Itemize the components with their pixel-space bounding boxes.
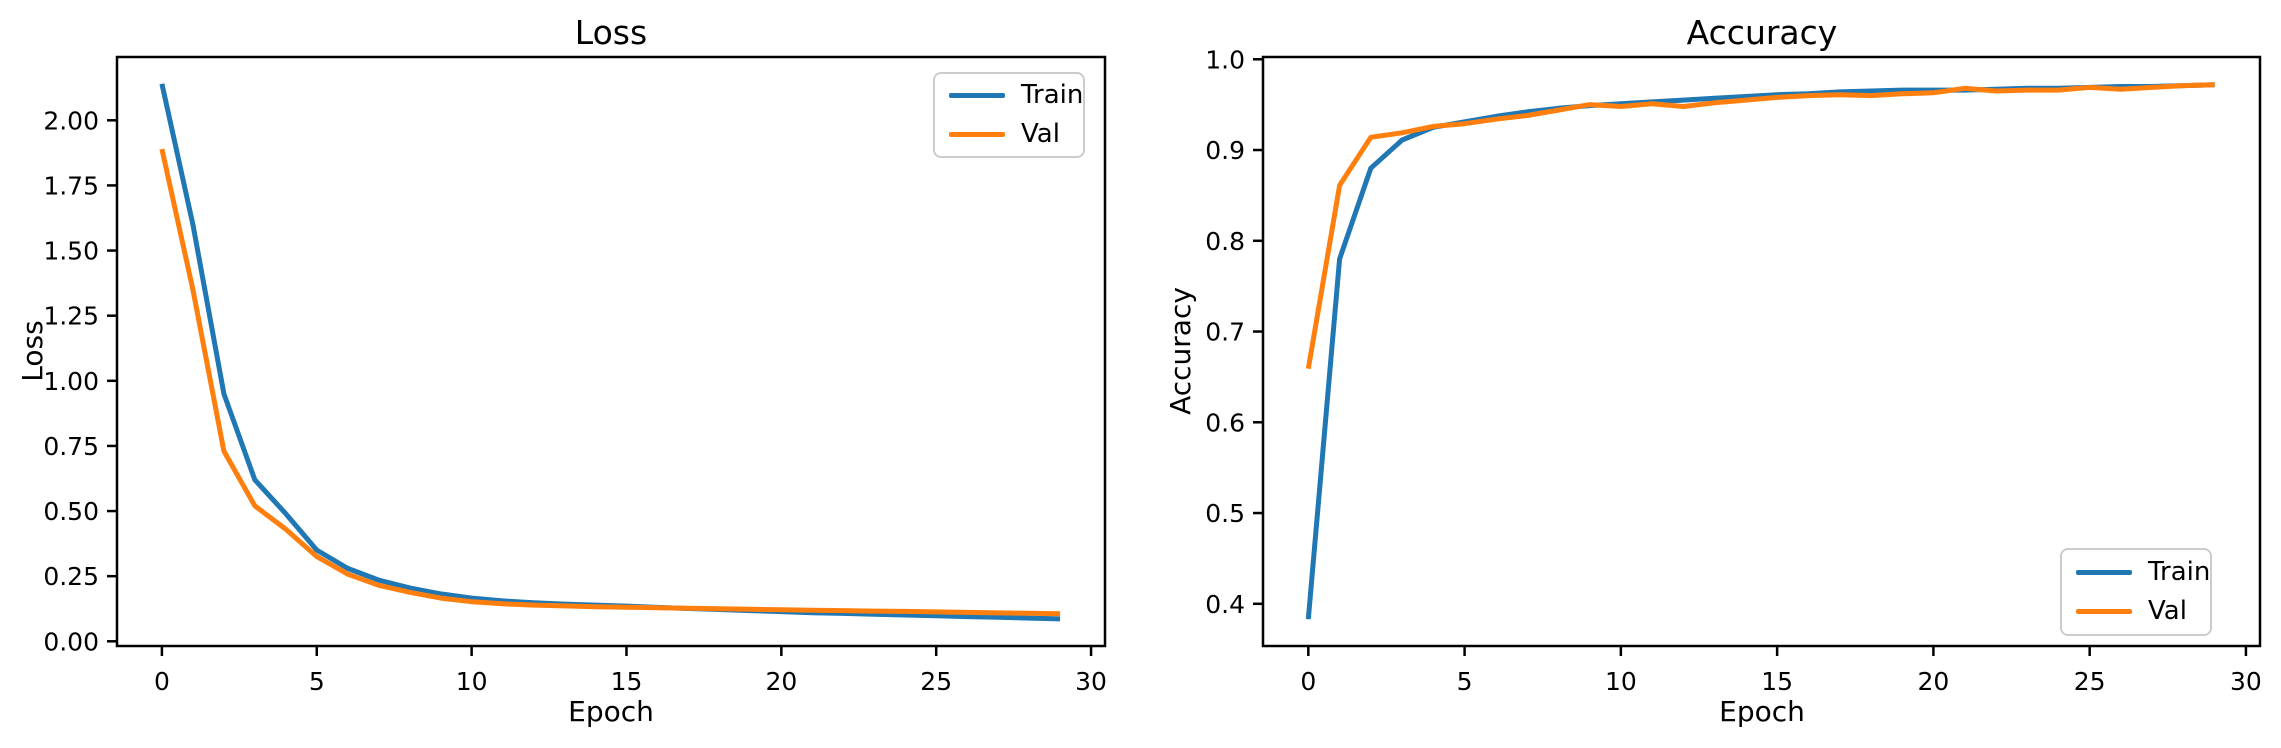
loss-y-tick-label: 2.00	[43, 106, 99, 135]
loss-y-tick-label: 1.50	[43, 237, 99, 266]
loss-legend-train-line-sample	[949, 93, 1005, 99]
accuracy-y-tick-label: 0.6	[1205, 408, 1245, 437]
loss-y-tick-label: 1.00	[43, 367, 99, 396]
accuracy-y-tick-label: 0.4	[1205, 590, 1245, 619]
accuracy-y-tick-label: 0.5	[1205, 499, 1245, 528]
loss-y-tick-label: 1.25	[43, 302, 99, 331]
accuracy-y-tick-label: 1.0	[1205, 45, 1245, 74]
accuracy-plot-title: Accuracy	[1686, 13, 1838, 52]
loss-x-tick-label: 5	[309, 667, 325, 696]
accuracy-legend-train-label: Train	[2148, 557, 2211, 588]
loss-x-tick-label: 15	[611, 667, 643, 696]
accuracy-legend-row-val: Val	[2076, 597, 2196, 626]
loss-legend-row-train: Train	[949, 81, 1083, 110]
accuracy-x-tick-label: 5	[1457, 667, 1473, 696]
accuracy-y-tick-label: 0.8	[1205, 227, 1245, 256]
accuracy-y-axis-label: Accuracy	[1164, 287, 1197, 415]
accuracy-x-tick-label: 10	[1605, 667, 1637, 696]
loss-y-tick-label: 1.75	[43, 171, 99, 200]
accuracy-val-line	[1305, 82, 2215, 370]
loss-x-tick-label: 10	[456, 667, 488, 696]
loss-legend-row-val: Val	[949, 120, 1069, 149]
loss-x-tick-label: 25	[920, 667, 952, 696]
loss-y-tick-label: 0.00	[43, 627, 99, 656]
loss-y-tick-label: 0.50	[43, 497, 99, 526]
loss-y-tick-label: 0.75	[43, 432, 99, 461]
accuracy-x-tick-label: 20	[1917, 667, 1949, 696]
accuracy-x-tick-label: 15	[1761, 667, 1793, 696]
accuracy-x-tick-label: 25	[2074, 667, 2106, 696]
loss-y-tick-label: 0.25	[43, 562, 99, 591]
accuracy-plot-frame	[1261, 55, 2262, 648]
accuracy-legend-val-line-sample	[2076, 608, 2132, 614]
loss-plot-title: Loss	[574, 13, 648, 52]
accuracy-x-axis-label: Epoch	[1719, 695, 1805, 728]
loss-x-tick-label: 20	[765, 667, 797, 696]
accuracy-legend-val-label: Val	[2148, 596, 2187, 626]
loss-legend-val-line-sample	[949, 131, 1005, 137]
accuracy-y-tick-label: 0.7	[1205, 318, 1245, 347]
loss-plot-frame	[115, 55, 1107, 648]
accuracy-x-tick-label: 0	[1300, 667, 1316, 696]
loss-x-tick-label: 0	[154, 667, 170, 696]
accuracy-train-line	[1305, 82, 2215, 620]
loss-x-axis-label: Epoch	[568, 695, 654, 728]
loss-y-axis-label: Loss	[16, 320, 49, 382]
accuracy-legend-train-line-sample	[2076, 570, 2132, 576]
accuracy-legend: Train Val	[2060, 548, 2212, 636]
accuracy-x-tick-label: 30	[2230, 667, 2262, 696]
accuracy-y-tick-label: 0.9	[1205, 136, 1245, 165]
loss-x-tick-label: 30	[1075, 667, 1107, 696]
accuracy-legend-row-train: Train	[2076, 558, 2210, 587]
loss-legend: Train Val	[933, 72, 1085, 158]
loss-legend-train-label: Train	[1021, 80, 1084, 111]
loss-legend-val-label: Val	[1021, 119, 1060, 149]
loss-val-line	[159, 148, 1061, 617]
